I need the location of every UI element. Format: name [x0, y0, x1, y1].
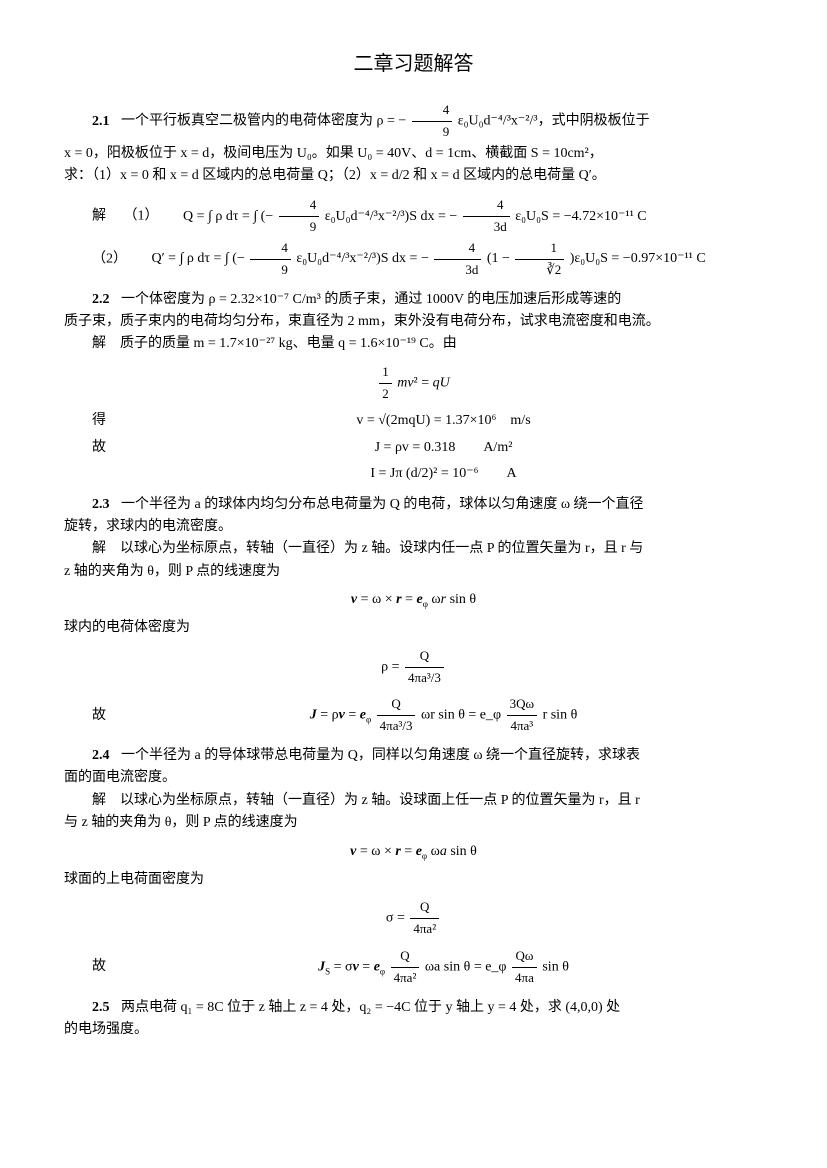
- p22-sol: 解 质子的质量 m = 1.7×10⁻²⁷ kg、电量 q = 1.6×10⁻¹…: [64, 333, 763, 355]
- p21-line3: 求：（1）x = 0 和 x = d 区域内的总电荷量 Q；（2）x = d/2…: [64, 165, 763, 187]
- p21-text2: ε₀U₀d⁻⁴/³x⁻²/³，式中阴极板位于: [458, 114, 650, 129]
- sol2-eq: Q′ = ∫ ρ dτ = ∫ (− 49 ε₀U₀d⁻⁴/³x⁻²/³)S d…: [152, 251, 706, 266]
- p23-eq3: J = ρv = eφ Q4πa³/3 ωr sin θ = e_φ 3Qω4π…: [124, 694, 763, 737]
- prob-num-22: 2.2: [92, 292, 110, 307]
- p24-text1: 一个半径为 a 的导体球带总电荷量为 Q，同样以匀角速度 ω 绕一个直径旋转，求…: [121, 748, 640, 763]
- p24-eq3-label: 故: [64, 956, 124, 978]
- sol1-label: （1）: [124, 209, 152, 224]
- p25-line2: 的电场强度。: [64, 1019, 763, 1041]
- p22-eq2: v = √(2mqU) = 1.37×10⁶ m/s: [124, 410, 763, 432]
- sol1-eq: Q = ∫ ρ dτ = ∫ (− 49 ε₀U₀d⁻⁴/³x⁻²/³)S dx…: [183, 209, 647, 224]
- prob-num-25: 2.5: [92, 1000, 110, 1015]
- p23-eq3-label: 故: [64, 705, 124, 727]
- page-title: 二章习题解答: [64, 48, 763, 80]
- p24-sol1: 解 以球心为坐标原点，转轴（一直径）为 z 轴。设球面上任一点 P 的位置矢量为…: [64, 790, 763, 812]
- prob-num-24: 2.4: [92, 748, 110, 763]
- problem-2-5: 2.5 两点电荷 q₁ = 8C 位于 z 轴上 z = 4 处，q₂ = −4…: [64, 997, 763, 1042]
- problem-2-2: 2.2 一个体密度为 ρ = 2.32×10⁻⁷ C/m³ 的质子束，通过 10…: [64, 289, 763, 486]
- problem-2-1: 2.1 一个平行板真空二极管内的电荷体密度为 ρ = − 4 9 ε₀U₀d⁻⁴…: [64, 100, 763, 281]
- p21-line2: x = 0，阳极板位于 x = d，极间电压为 U₀。如果 U₀ = 40V、d…: [64, 143, 763, 165]
- p22-eq3: J = ρv = 0.318 A/m²: [124, 437, 763, 459]
- p24-sol2: 与 z 轴的夹角为 θ，则 P 点的线速度为: [64, 812, 763, 834]
- prob-num-21: 2.1: [92, 114, 110, 129]
- p22-eq4: I = Jπ (d/2)² = 10⁻⁶ A: [124, 463, 763, 485]
- p22-eq1: 12 mv² = qU: [64, 362, 763, 405]
- p23-line2: 旋转，求球内的电流密度。: [64, 516, 763, 538]
- sol-label: 解: [92, 209, 106, 224]
- p22-eq3-label: 故: [64, 437, 124, 459]
- p24-eq3: JS = σv = eφ Q4πa² ωa sin θ = e_φ Qω4πa …: [124, 946, 763, 989]
- p24-eq1: v = ω × r = eφ ωa sin θ: [64, 841, 763, 863]
- p22-text1: 一个体密度为 ρ = 2.32×10⁻⁷ C/m³ 的质子束，通过 1000V …: [121, 292, 621, 307]
- p22-line2: 质子束，质子束内的电荷均匀分布，束直径为 2 mm，束外没有电荷分布，试求电流密…: [64, 311, 763, 333]
- p24-line2: 面的面电流密度。: [64, 767, 763, 789]
- p21-text1: 一个平行板真空二极管内的电荷体密度为 ρ = −: [121, 114, 406, 129]
- p23-text3: 球内的电荷体密度为: [64, 617, 763, 639]
- p24-text3: 球面的上电荷面密度为: [64, 869, 763, 891]
- p23-eq2: ρ = Q4πa³/3: [64, 646, 763, 689]
- prob-num-23: 2.3: [92, 497, 110, 512]
- p24-eq2: σ = Q4πa²: [64, 897, 763, 940]
- frac-4-9: 4 9: [412, 100, 453, 143]
- problem-2-4: 2.4 一个半径为 a 的导体球带总电荷量为 Q，同样以匀角速度 ω 绕一个直径…: [64, 745, 763, 989]
- p23-sol1: 解 以球心为坐标原点，转轴（一直径）为 z 轴。设球内任一点 P 的位置矢量为 …: [64, 538, 763, 560]
- p23-sol2: z 轴的夹角为 θ，则 P 点的线速度为: [64, 561, 763, 583]
- p22-eq2-label: 得: [64, 410, 124, 432]
- p23-text1: 一个半径为 a 的球体内均匀分布总电荷量为 Q 的电荷，球体以匀角速度 ω 绕一…: [121, 497, 644, 512]
- p23-eq1: v = ω × r = eφ ωr sin θ: [64, 589, 763, 611]
- problem-2-3: 2.3 一个半径为 a 的球体内均匀分布总电荷量为 Q 的电荷，球体以匀角速度 …: [64, 494, 763, 738]
- p25-text1: 两点电荷 q₁ = 8C 位于 z 轴上 z = 4 处，q₂ = −4C 位于…: [121, 1000, 620, 1015]
- sol2-label: （2）: [92, 251, 120, 266]
